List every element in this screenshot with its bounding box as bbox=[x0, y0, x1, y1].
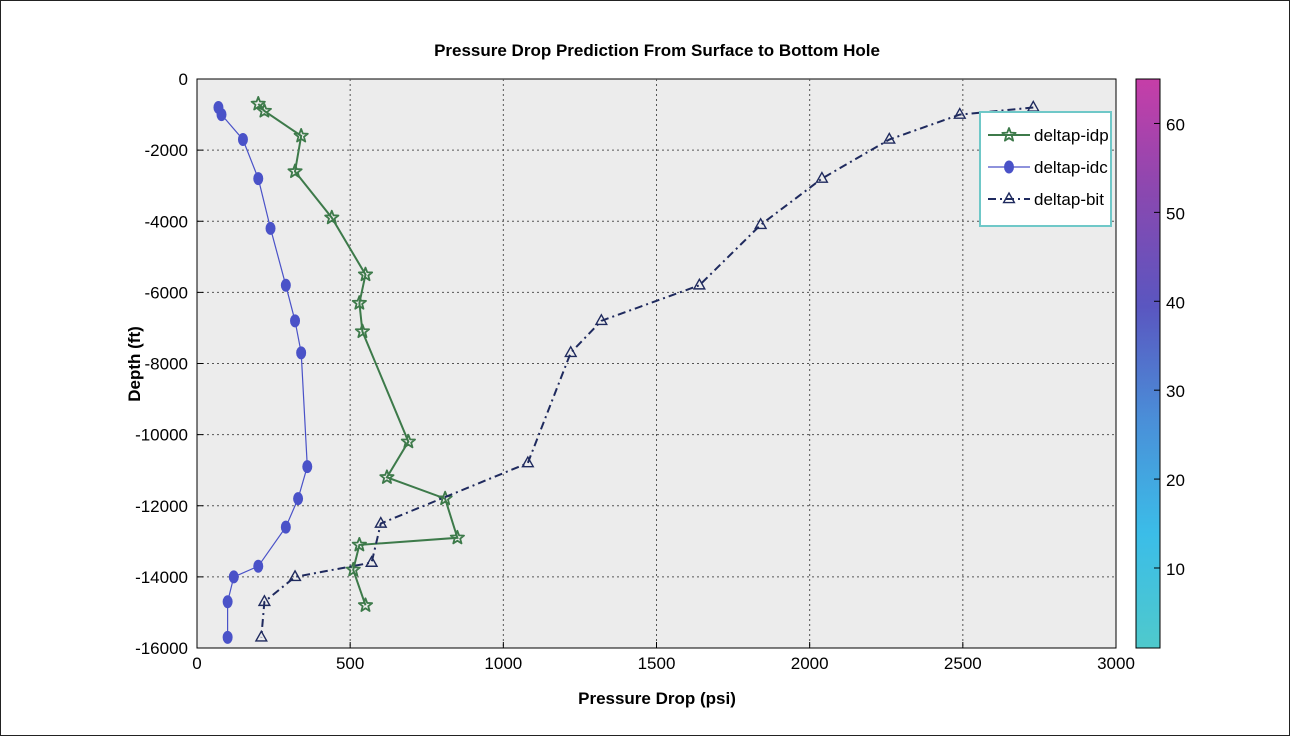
data-point bbox=[250, 95, 266, 111]
data-point bbox=[953, 107, 967, 119]
legend-marker bbox=[1004, 160, 1014, 174]
colorbar-tick-label: 40 bbox=[1166, 293, 1185, 312]
y-tick-label: -16000 bbox=[135, 639, 188, 658]
legend-box bbox=[979, 111, 1112, 227]
legend-marker bbox=[1002, 191, 1016, 204]
y-tick-label: -12000 bbox=[135, 497, 188, 516]
legend-label: deltap-bit bbox=[1034, 190, 1104, 209]
data-point bbox=[351, 536, 367, 552]
data-point bbox=[354, 323, 370, 339]
data-point bbox=[296, 346, 307, 360]
data-point bbox=[357, 266, 374, 282]
x-tick-label: 0 bbox=[192, 654, 201, 673]
chart-title: Pressure Drop Prediction From Surface to… bbox=[434, 41, 880, 60]
y-tick-label: -8000 bbox=[145, 355, 188, 374]
y-tick-label: -4000 bbox=[145, 212, 188, 231]
colorbar-tick-label: 20 bbox=[1166, 471, 1185, 490]
data-point bbox=[288, 569, 302, 582]
data-point bbox=[222, 595, 233, 609]
data-point bbox=[815, 171, 829, 183]
data-point bbox=[265, 221, 276, 235]
x-tick-label: 1000 bbox=[484, 654, 522, 673]
data-point bbox=[437, 490, 453, 506]
data-point bbox=[257, 594, 271, 607]
y-axis-ticks: 0 -2000 -4000 -6000 -8000 -10000 -12000 -14000 -… bbox=[135, 70, 203, 658]
data-point bbox=[228, 570, 239, 584]
colorbar-tick-label: 50 bbox=[1166, 204, 1185, 223]
data-point bbox=[216, 108, 227, 122]
data-point bbox=[351, 295, 367, 310]
x-tick-label: 2000 bbox=[791, 654, 829, 673]
colorbar-ticks: 10 20 30 40 50 60 bbox=[1154, 115, 1185, 579]
y-tick-label: -10000 bbox=[135, 426, 188, 445]
data-point bbox=[365, 555, 379, 567]
data-point bbox=[692, 277, 706, 290]
legend-marker bbox=[1001, 127, 1017, 142]
series-line bbox=[257, 103, 459, 606]
x-tick-label: 1500 bbox=[638, 654, 676, 673]
y-tick-label: -2000 bbox=[145, 141, 188, 160]
data-point bbox=[287, 163, 303, 179]
data-point bbox=[222, 630, 233, 644]
data-point bbox=[379, 469, 395, 484]
colorbar-tick-label: 60 bbox=[1166, 115, 1185, 134]
data-point bbox=[324, 209, 340, 225]
x-axis-label: Pressure Drop (psi) bbox=[578, 689, 736, 708]
data-point bbox=[253, 172, 264, 186]
x-axis-ticks: 0 500 1000 1500 2000 2500 3000 bbox=[192, 642, 1135, 673]
colorbar-tick-label: 30 bbox=[1166, 382, 1185, 401]
series-line bbox=[260, 106, 1034, 638]
series-deltap-idp bbox=[250, 95, 465, 612]
x-tick-label: 500 bbox=[336, 654, 364, 673]
series-deltap-idc bbox=[213, 100, 313, 644]
colorbar bbox=[1135, 78, 1161, 649]
data-point bbox=[882, 132, 896, 144]
data-point bbox=[280, 520, 291, 534]
data-point bbox=[293, 128, 309, 143]
y-tick-label: -6000 bbox=[145, 283, 188, 302]
x-tick-label: 3000 bbox=[1097, 654, 1135, 673]
series-layer bbox=[213, 95, 1040, 644]
x-tick-label: 2500 bbox=[944, 654, 982, 673]
data-point bbox=[345, 561, 361, 577]
data-point bbox=[564, 345, 578, 358]
grid bbox=[197, 79, 1116, 648]
data-point bbox=[253, 559, 264, 573]
data-point bbox=[290, 314, 301, 328]
data-point bbox=[521, 455, 535, 468]
data-point bbox=[754, 217, 768, 230]
data-point bbox=[449, 529, 465, 545]
y-tick-label: 0 bbox=[179, 70, 188, 89]
data-point bbox=[280, 278, 291, 292]
series-deltap-bit bbox=[254, 100, 1040, 642]
data-point bbox=[400, 433, 416, 449]
y-axis-label: Depth (ft) bbox=[125, 326, 144, 402]
legend-label: deltap-idp bbox=[1034, 126, 1109, 145]
data-point bbox=[594, 313, 608, 326]
data-point bbox=[374, 516, 388, 528]
colorbar-tick-label: 10 bbox=[1166, 560, 1185, 579]
data-point bbox=[254, 629, 268, 642]
legend-label: deltap-idc bbox=[1034, 158, 1108, 177]
y-tick-label: -14000 bbox=[135, 568, 188, 587]
data-point bbox=[357, 597, 374, 612]
data-point bbox=[256, 103, 272, 118]
data-point bbox=[293, 492, 304, 506]
legend: deltap-idp deltap-idc deltap-bit bbox=[979, 111, 1112, 227]
data-point bbox=[237, 132, 248, 146]
data-point bbox=[302, 460, 313, 474]
